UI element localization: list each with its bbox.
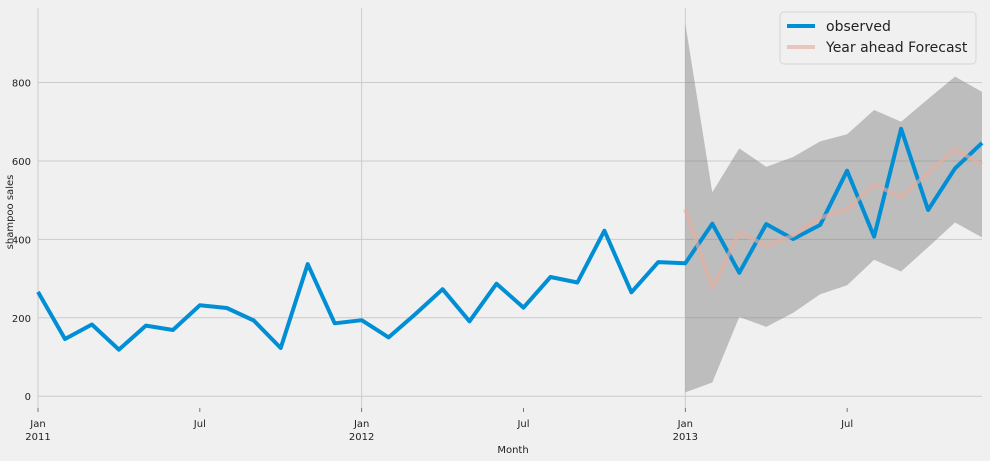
grid-lines: [37, 8, 982, 408]
x-tick-label: Jan: [29, 419, 45, 430]
x-tick-year-label: 2012: [349, 432, 374, 443]
legend: observed Year ahead Forecast: [779, 11, 977, 65]
x-tick-year-label: 2013: [673, 432, 698, 443]
legend-label: observed: [826, 19, 891, 35]
series-line-forecast: [683, 147, 984, 290]
y-axis-label: shampoo sales: [5, 175, 16, 250]
y-axis-ticks: 0 200 400 600 800: [12, 79, 31, 404]
y-tick-label: 0: [25, 392, 31, 403]
series-layer: [36, 126, 984, 352]
x-tick-label: Jul: [193, 419, 206, 430]
y-tick-label: 800: [12, 79, 31, 90]
y-tick-label: 400: [12, 235, 31, 246]
confidence-interval-area: [685, 23, 982, 393]
y-tick-label: 200: [12, 314, 31, 325]
x-tick-year-label: 2011: [25, 432, 50, 443]
x-tick-label: Jan: [677, 419, 693, 430]
x-axis-ticks: Jan 2011 Jul Jan 2012 Jul Jan 2013 Jul: [25, 408, 853, 443]
legend-label: Year ahead Forecast: [825, 40, 968, 56]
x-tick-label: Jul: [516, 419, 529, 430]
legend-box: [779, 11, 977, 65]
x-tick-label: Jul: [840, 419, 853, 430]
y-tick-label: 600: [12, 157, 31, 168]
x-axis-label: Month: [497, 445, 528, 456]
x-tick-label: Jan: [353, 419, 369, 430]
confidence-band: [685, 23, 982, 393]
